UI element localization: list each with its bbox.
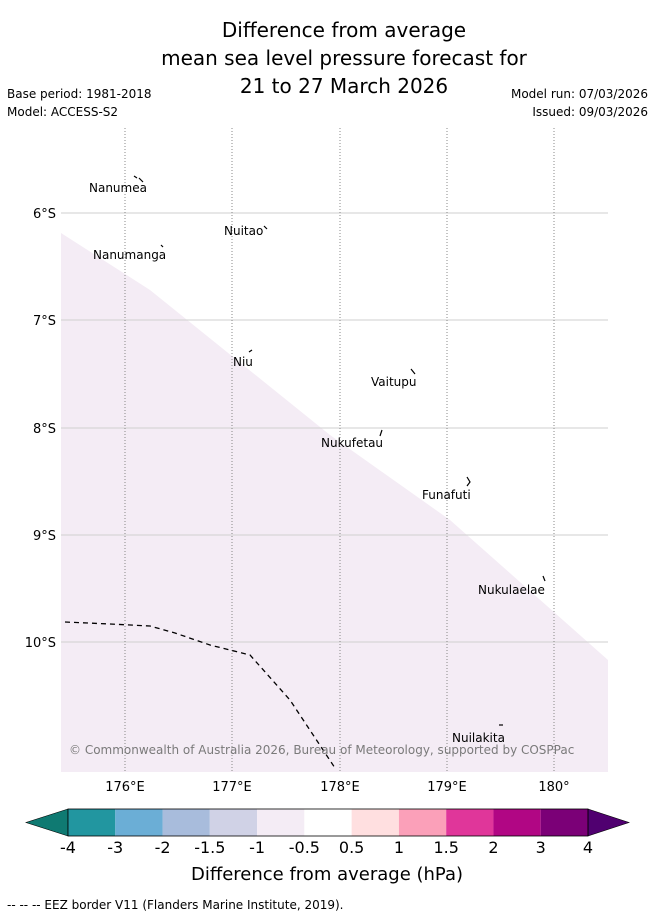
colorbar-tick-label: -3 bbox=[107, 838, 123, 857]
colorbar-segment bbox=[304, 809, 352, 836]
colorbar-tick-label: -4 bbox=[60, 838, 76, 857]
colorbar-label: Difference from average (hPa) bbox=[191, 864, 463, 885]
colorbar-segment bbox=[257, 809, 305, 836]
colorbar-extend-high bbox=[587, 808, 630, 837]
model-text: Model: ACCESS-S2 bbox=[7, 105, 119, 119]
colorbar-ticks: -4 -3 -2 -1.5 -1 -0.5 0.5 1 1.5 2 3 4 bbox=[60, 838, 593, 857]
y-tick-6s: 6°S bbox=[33, 207, 56, 222]
island-vaitupu-mark bbox=[410, 368, 416, 375]
island-nukulaelae-mark bbox=[542, 575, 546, 582]
x-tick-179e: 179°E bbox=[427, 780, 467, 795]
colorbar-tick-label: 4 bbox=[583, 838, 593, 857]
place-label-nuitao: Nuitao bbox=[224, 224, 263, 238]
x-tick-177e: 177°E bbox=[212, 780, 252, 795]
colorbar-tick-label: 1.5 bbox=[433, 838, 458, 857]
place-label-nanumea: Nanumea bbox=[89, 181, 147, 195]
anomaly-shaded-region bbox=[61, 233, 608, 772]
colorbar-segment bbox=[115, 809, 163, 836]
place-label-nukulaelae: Nukulaelae bbox=[478, 583, 545, 597]
model-run-text: Model run: 07/03/2026 bbox=[510, 87, 648, 101]
island-niu-mark bbox=[248, 349, 253, 353]
island-nukufetau-mark bbox=[379, 429, 383, 437]
meta-right: Model run: 07/03/2026 Issued: 09/03/2026 bbox=[511, 85, 648, 121]
place-label-nuilakita: Nuilakita bbox=[452, 731, 505, 745]
place-label-niu: Niu bbox=[233, 355, 253, 369]
island-funafuti-mark bbox=[466, 476, 471, 487]
title-line-1: Difference from average bbox=[221, 18, 467, 42]
colorbar-segment bbox=[493, 809, 541, 836]
y-tick-10s: 10°S bbox=[25, 636, 56, 651]
x-tick-178e: 178°E bbox=[320, 780, 360, 795]
island-nanumanga-mark bbox=[160, 244, 164, 248]
eez-legend-footer: -- -- -- EEZ border V11 (Flanders Marine… bbox=[7, 898, 344, 912]
eez-border-line bbox=[64, 621, 336, 769]
colorbar-tick-label: 2 bbox=[488, 838, 498, 857]
title-line-2: mean sea level pressure forecast for bbox=[161, 46, 527, 70]
copyright-text: © Commonwealth of Australia 2026, Bureau… bbox=[69, 743, 574, 757]
colorbar-tick-label: 1 bbox=[394, 838, 404, 857]
place-label-vaitupu: Vaitupu bbox=[371, 375, 417, 389]
colorbar-segment bbox=[446, 809, 494, 836]
colorbar-segment bbox=[351, 809, 399, 836]
colorbar-tick-label: 3 bbox=[536, 838, 546, 857]
x-tick-176e: 176°E bbox=[105, 780, 145, 795]
meta-left: Base period: 1981-2018 Model: ACCESS-S2 bbox=[7, 85, 152, 121]
map-title: Difference from average mean sea level p… bbox=[0, 16, 655, 100]
y-tick-8s: 8°S bbox=[33, 422, 56, 437]
colorbar-tick-label: -2 bbox=[155, 838, 171, 857]
colorbar-segment bbox=[162, 809, 210, 836]
colorbar-outline bbox=[67, 808, 589, 837]
colorbar-tick-label: -1.5 bbox=[194, 838, 225, 857]
colorbar-tick-label: 0.5 bbox=[339, 838, 364, 857]
colorbar-segment bbox=[398, 809, 447, 836]
colorbar-segment bbox=[540, 809, 588, 836]
y-tick-9s: 9°S bbox=[33, 529, 56, 544]
island-nuitao-mark bbox=[263, 225, 268, 230]
place-label-nanumanga: Nanumanga bbox=[93, 248, 166, 262]
colorbar-tick-label: -1 bbox=[249, 838, 265, 857]
x-tick-180: 180° bbox=[538, 780, 569, 795]
colorbar-tick-label: -0.5 bbox=[289, 838, 320, 857]
base-period-text: Base period: 1981-2018 bbox=[7, 87, 152, 101]
place-label-nukufetau: Nukufetau bbox=[321, 436, 383, 450]
colorbar bbox=[25, 808, 630, 837]
y-tick-7s: 7°S bbox=[33, 314, 56, 329]
island-nanumea-mark bbox=[133, 175, 144, 183]
colorbar-segment bbox=[209, 809, 258, 836]
colorbar-extend-low bbox=[25, 808, 69, 837]
title-line-3: 21 to 27 March 2026 bbox=[239, 74, 449, 98]
place-label-funafuti: Funafuti bbox=[422, 488, 471, 502]
issued-text: Issued: 09/03/2026 bbox=[532, 105, 648, 119]
colorbar-segment bbox=[68, 809, 116, 836]
